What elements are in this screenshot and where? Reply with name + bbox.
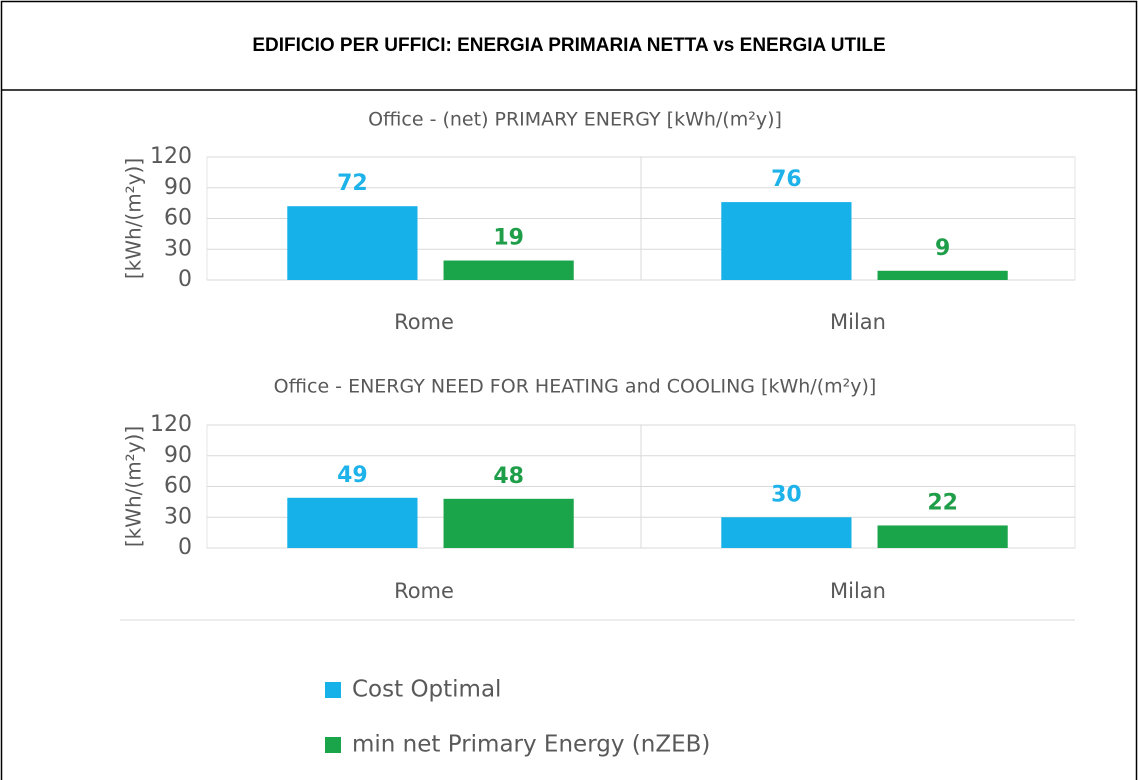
- chart-title: Office - ENERGY NEED FOR HEATING and COO…: [274, 376, 877, 398]
- bar: [287, 497, 418, 548]
- y-tick-label: 30: [164, 236, 192, 261]
- bar: [721, 202, 852, 280]
- bar: [877, 525, 1008, 548]
- y-tick-label: 0: [178, 535, 192, 560]
- x-tick-label: Rome: [394, 310, 454, 334]
- y-tick-label: 120: [150, 412, 192, 437]
- y-axis-label: [kWh/(m²y)]: [122, 158, 146, 279]
- data-label: 72: [337, 171, 368, 196]
- header-title: EDIFICIO PER UFFICI: ENERGIA PRIMARIA NE…: [252, 35, 885, 56]
- data-label: 76: [771, 167, 802, 192]
- data-label: 30: [771, 482, 802, 507]
- data-label: 48: [493, 464, 524, 489]
- bar: [443, 498, 574, 548]
- data-label: 49: [337, 463, 368, 488]
- data-label: 9: [935, 236, 950, 261]
- legend-label: Cost Optimal: [352, 677, 501, 703]
- bar: [287, 206, 418, 280]
- y-axis-label: [kWh/(m²y)]: [122, 426, 146, 547]
- bar: [877, 270, 1008, 280]
- y-tick-label: 0: [178, 267, 192, 292]
- chart-title: Office - (net) PRIMARY ENERGY [kWh/(m²y)…: [368, 109, 782, 131]
- y-tick-label: 90: [164, 443, 192, 468]
- x-tick-label: Milan: [830, 579, 886, 603]
- bar: [721, 517, 852, 548]
- legend-swatch: [325, 682, 341, 698]
- y-tick-label: 30: [164, 504, 192, 529]
- x-tick-label: Rome: [394, 579, 454, 603]
- bar: [443, 260, 574, 280]
- data-label: 22: [927, 490, 958, 515]
- y-tick-label: 90: [164, 175, 192, 200]
- y-tick-label: 60: [164, 206, 192, 231]
- legend-label: min net Primary Energy (nZEB): [352, 732, 710, 758]
- y-tick-label: 60: [164, 474, 192, 499]
- y-tick-label: 120: [150, 144, 192, 169]
- data-label: 19: [493, 226, 524, 251]
- legend-swatch: [325, 737, 341, 753]
- x-tick-label: Milan: [830, 310, 886, 334]
